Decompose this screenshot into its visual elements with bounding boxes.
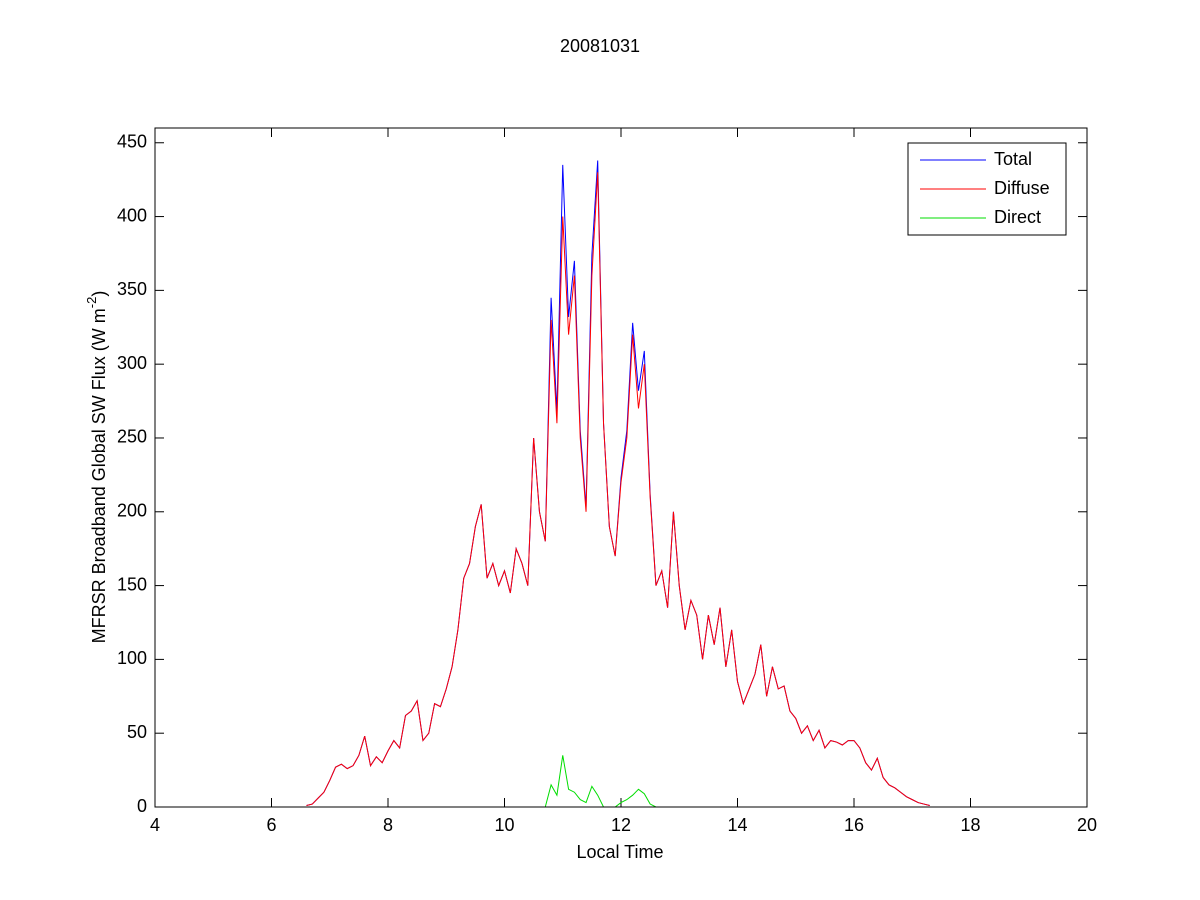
chart-title: 20081031 <box>560 36 640 56</box>
x-tick-label: 18 <box>960 815 980 835</box>
y-axis-label-sup: -2 <box>84 297 99 309</box>
x-tick-label: 8 <box>383 815 393 835</box>
y-tick-label: 150 <box>117 574 147 594</box>
x-axis-label: Local Time <box>576 842 663 862</box>
x-tick-label: 12 <box>611 815 631 835</box>
y-tick-label: 250 <box>117 427 147 447</box>
y-tick-label: 0 <box>137 796 147 816</box>
x-tick-label: 10 <box>494 815 514 835</box>
plot-frame <box>154 127 1088 808</box>
series-line <box>306 172 930 807</box>
x-tick-label: 6 <box>266 815 276 835</box>
y-tick-label: 400 <box>117 205 147 225</box>
legend-label: Direct <box>994 207 1041 227</box>
x-tick-label: 16 <box>844 815 864 835</box>
y-tick-label: 100 <box>117 648 147 668</box>
y-tick-label: 200 <box>117 501 147 521</box>
y-axis-label-end: ) <box>89 291 109 297</box>
x-tick-label: 4 <box>150 815 160 835</box>
y-tick-label: 50 <box>127 722 147 742</box>
legend-label: Total <box>994 149 1032 169</box>
y-axis-label-main: MFRSR Broadband Global SW Flux (W m <box>89 308 109 643</box>
x-tick-label: 14 <box>727 815 747 835</box>
y-tick-label: 450 <box>117 132 147 152</box>
x-tick-label: 20 <box>1077 815 1097 835</box>
legend-label: Diffuse <box>994 178 1050 198</box>
y-axis-label: MFRSR Broadband Global SW Flux (W m-2) <box>84 291 108 644</box>
y-tick-label: 300 <box>117 353 147 373</box>
y-tick-label: 350 <box>117 279 147 299</box>
